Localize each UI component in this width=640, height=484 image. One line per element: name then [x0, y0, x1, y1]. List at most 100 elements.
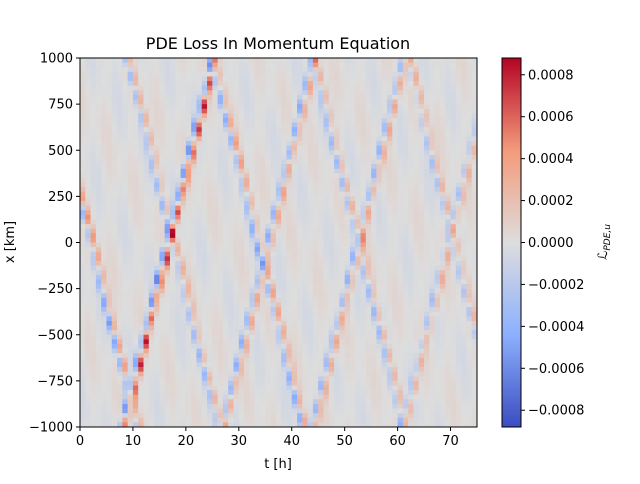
heatmap-cell	[344, 205, 351, 211]
heatmap-cell	[339, 164, 346, 170]
heatmap-cell	[217, 108, 224, 114]
heatmap-cell	[159, 417, 166, 423]
heatmap-cell	[180, 256, 187, 262]
heatmap-cell	[217, 164, 224, 170]
heatmap-cell	[180, 408, 187, 414]
heatmap-cell	[90, 219, 97, 225]
heatmap-cell	[85, 307, 91, 313]
heatmap-cell	[191, 247, 197, 253]
heatmap-cell	[196, 168, 203, 174]
heatmap-cell	[392, 357, 398, 363]
heatmap-cell	[164, 58, 171, 63]
heatmap-cell	[90, 62, 97, 68]
heatmap-cell	[334, 320, 340, 326]
heatmap-cell	[275, 159, 282, 165]
heatmap-cell	[270, 311, 277, 317]
heatmap-cell	[265, 371, 271, 377]
heatmap-cell	[392, 122, 398, 128]
heatmap-cell	[334, 408, 340, 414]
heatmap-cell	[244, 297, 250, 303]
heatmap-cell	[339, 297, 346, 303]
heatmap-cell	[318, 371, 324, 377]
heatmap-cell	[207, 196, 213, 202]
heatmap-cell	[339, 376, 346, 382]
heatmap-cell	[196, 214, 203, 220]
heatmap-cell	[376, 399, 383, 405]
heatmap-cell	[281, 94, 287, 100]
heatmap-cell	[207, 256, 213, 262]
heatmap-cell	[106, 385, 113, 391]
heatmap-cell	[265, 362, 271, 368]
heatmap-cell	[249, 385, 256, 391]
heatmap-cell	[323, 113, 330, 119]
heatmap-cell	[101, 274, 107, 280]
heatmap-cell	[238, 237, 245, 243]
heatmap-cell	[106, 76, 113, 82]
heatmap-cell	[238, 422, 245, 428]
heatmap-cell	[132, 256, 139, 262]
heatmap-cell	[185, 274, 192, 280]
heatmap-cell	[85, 196, 91, 202]
heatmap-cell	[159, 339, 166, 345]
heatmap-cell	[106, 348, 113, 354]
heatmap-cell	[222, 422, 229, 428]
heatmap-cell	[360, 284, 367, 289]
heatmap-cell	[95, 297, 102, 303]
heatmap-cell	[307, 237, 314, 243]
heatmap-cell	[117, 237, 123, 243]
heatmap-cell	[323, 417, 330, 423]
heatmap-cell	[95, 200, 102, 206]
heatmap-cell	[307, 131, 314, 137]
heatmap-cell	[138, 154, 144, 160]
heatmap-cell	[339, 237, 346, 243]
heatmap-cell	[265, 417, 271, 423]
heatmap-cell	[175, 260, 181, 266]
heatmap-cell	[191, 316, 197, 322]
heatmap-cell	[365, 260, 372, 266]
heatmap-cell	[387, 90, 393, 96]
heatmap-cell	[402, 168, 409, 174]
heatmap-cell	[95, 293, 102, 299]
heatmap-cell	[138, 173, 144, 179]
heatmap-cell	[392, 270, 398, 276]
heatmap-cell	[95, 104, 102, 110]
heatmap-cell	[307, 270, 314, 276]
heatmap-cell	[201, 297, 208, 303]
heatmap-cell	[270, 117, 277, 123]
heatmap-cell	[387, 390, 393, 396]
heatmap-cell	[154, 224, 160, 230]
heatmap-cell	[265, 413, 271, 419]
heatmap-cell	[159, 62, 166, 68]
heatmap-cell	[122, 288, 128, 294]
heatmap-cell	[349, 99, 356, 105]
heatmap-cell	[381, 58, 388, 63]
heatmap-cell	[249, 191, 256, 197]
heatmap-cell	[196, 76, 203, 82]
heatmap-cell	[164, 403, 171, 409]
heatmap-cell	[334, 108, 340, 114]
heatmap-cell	[281, 219, 287, 225]
heatmap-cell	[270, 390, 277, 396]
heatmap-cell	[297, 214, 303, 220]
heatmap-cell	[408, 90, 414, 96]
heatmap-cell	[339, 150, 346, 156]
heatmap-cell	[196, 242, 203, 248]
heatmap-cell	[402, 196, 409, 202]
heatmap-cell	[270, 353, 277, 359]
heatmap-cell	[90, 394, 97, 400]
heatmap-cell	[312, 260, 319, 266]
heatmap-cell	[323, 99, 330, 105]
heatmap-cell	[307, 251, 314, 257]
heatmap-cell	[355, 385, 361, 391]
heatmap-cell	[185, 90, 192, 96]
heatmap-cell	[196, 307, 203, 313]
heatmap-cell	[132, 159, 139, 165]
heatmap-cell	[349, 348, 356, 354]
heatmap-cell	[122, 200, 128, 206]
heatmap-cell	[355, 274, 361, 280]
heatmap-cell	[275, 164, 282, 170]
heatmap-cell	[111, 260, 118, 266]
heatmap-cell	[249, 187, 256, 193]
heatmap-cell	[111, 399, 118, 405]
heatmap-cell	[286, 422, 293, 428]
